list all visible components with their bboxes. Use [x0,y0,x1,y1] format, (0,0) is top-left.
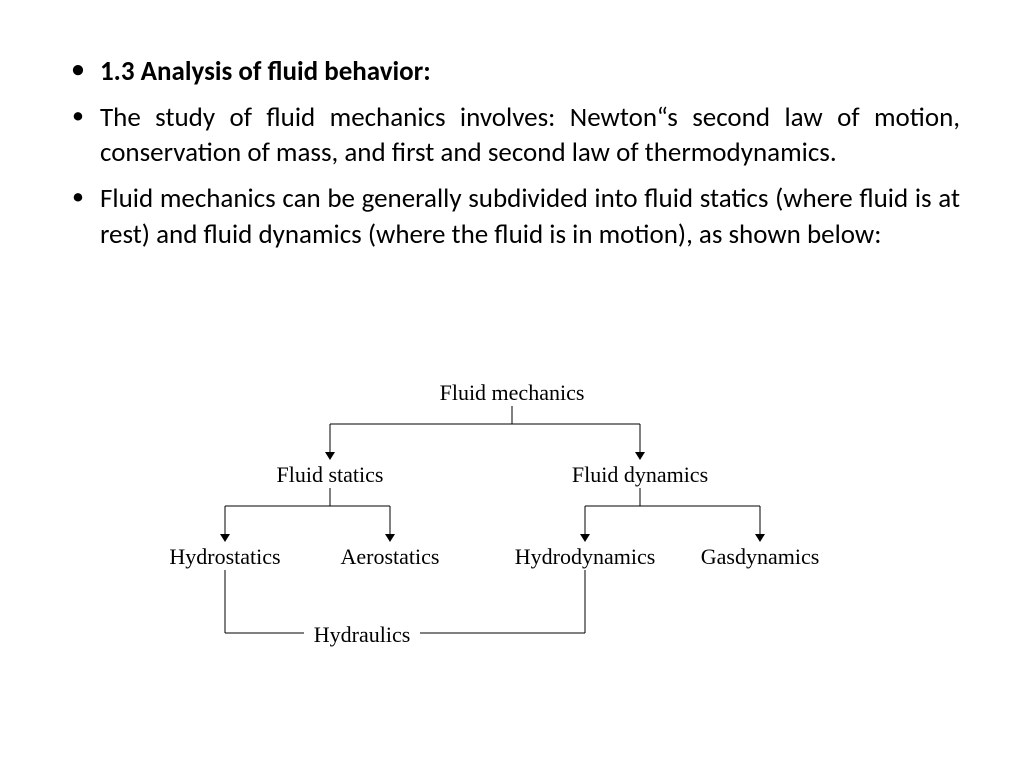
tree-node-hydrostatics: Hydrostatics [169,544,280,570]
tree-node-aerostatics: Aerostatics [341,544,440,570]
slide: 1.3 Analysis of fluid behavior: The stud… [0,0,1024,768]
tree-connectors [0,380,1024,680]
bullet-heading: 1.3 Analysis of fluid behavior: [64,54,960,90]
tree-node-gasdynamics: Gasdynamics [701,544,820,570]
bullet-paragraph-1: The study of fluid mechanics involves: N… [64,100,960,171]
bullet-paragraph-2: Fluid mechanics can be generally subdivi… [64,181,960,252]
bullet-list: 1.3 Analysis of fluid behavior: The stud… [64,54,960,252]
tree-node-statics: Fluid statics [277,462,384,488]
tree-node-hydrodynamics: Hydrodynamics [515,544,656,570]
tree-node-hydraulics: Hydraulics [314,622,411,648]
tree-node-dynamics: Fluid dynamics [572,462,708,488]
tree-node-root: Fluid mechanics [440,380,585,406]
